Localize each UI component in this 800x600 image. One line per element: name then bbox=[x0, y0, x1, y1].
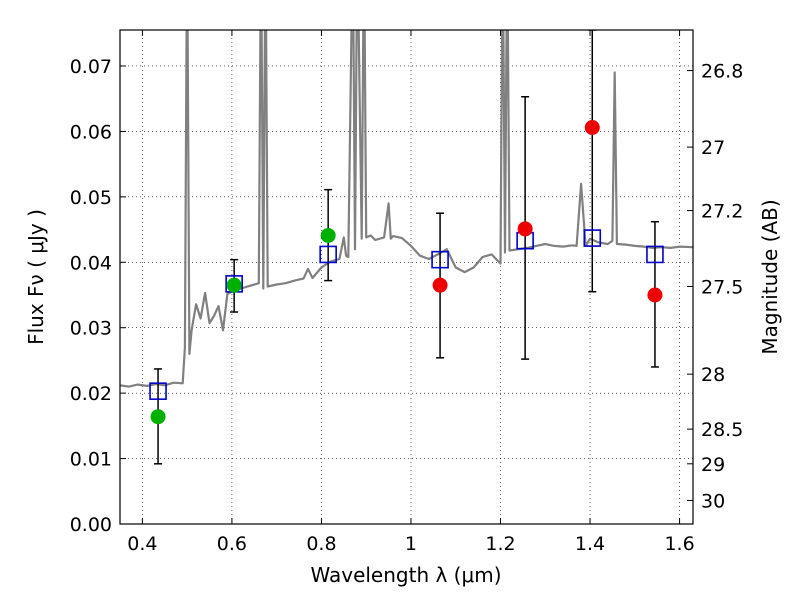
y2-tick-label: 28.5 bbox=[701, 419, 743, 441]
y-tick-label: 0.00 bbox=[70, 514, 112, 536]
x-tick-label: 1.6 bbox=[664, 533, 694, 555]
y2-tick-label: 27.5 bbox=[701, 276, 743, 298]
observed-flux-point bbox=[226, 277, 242, 293]
observed-flux-point bbox=[517, 221, 533, 237]
y-tick-label: 0.02 bbox=[70, 383, 112, 405]
y-axis-label: Flux Fν ( μJy ) bbox=[24, 209, 48, 345]
model-flux-square bbox=[149, 382, 167, 400]
plot-background bbox=[120, 30, 693, 524]
y2-tick-label: 28 bbox=[701, 364, 725, 386]
model-flux-square bbox=[583, 229, 602, 247]
y-tick-label: 0.05 bbox=[70, 187, 112, 209]
y-tick-label: 0.06 bbox=[70, 121, 112, 143]
y2-tick-label: 27.2 bbox=[701, 201, 743, 223]
y2-tick-label: 30 bbox=[701, 490, 725, 512]
plot-content bbox=[120, 30, 693, 465]
y-tick-label: 0.01 bbox=[70, 449, 112, 471]
observed-flux-point bbox=[150, 409, 166, 425]
x-axis-label: Wavelength λ (μm) bbox=[310, 563, 501, 587]
model-flux-square bbox=[646, 245, 664, 264]
model-flux-square bbox=[319, 245, 337, 264]
plot-frame bbox=[119, 29, 694, 525]
x-tick-label: 0.4 bbox=[127, 533, 157, 555]
observed-flux-point bbox=[584, 119, 600, 135]
y2-tick-label: 27 bbox=[701, 137, 725, 159]
model-flux-square bbox=[431, 250, 449, 269]
observed-flux-point bbox=[432, 277, 448, 293]
observed-flux-point bbox=[647, 287, 663, 303]
x-tick-label: 0.6 bbox=[217, 533, 247, 555]
y-tick-label: 0.03 bbox=[70, 318, 112, 340]
axis-ticks: 0.4 0.6 0.8 1 1.2 1.4 1.6 0.00 0.01 0.02 0.03 0.04 0… bbox=[70, 30, 743, 555]
y2-tick-label: 26.8 bbox=[701, 61, 743, 83]
y-tick-label: 0.04 bbox=[70, 252, 112, 274]
y2-tick-label: 29 bbox=[701, 454, 725, 476]
x-tick-label: 1.2 bbox=[485, 533, 515, 555]
x-tick-label: 0.8 bbox=[306, 533, 336, 555]
y-tick-label: 0.07 bbox=[70, 56, 112, 78]
spectrum-line bbox=[120, 30, 693, 388]
observed-flux-point bbox=[320, 227, 336, 243]
x-tick-label: 1 bbox=[405, 533, 417, 555]
y2-axis-label: Magnitude (AB) bbox=[758, 199, 782, 354]
x-tick-label: 1.4 bbox=[575, 533, 605, 555]
